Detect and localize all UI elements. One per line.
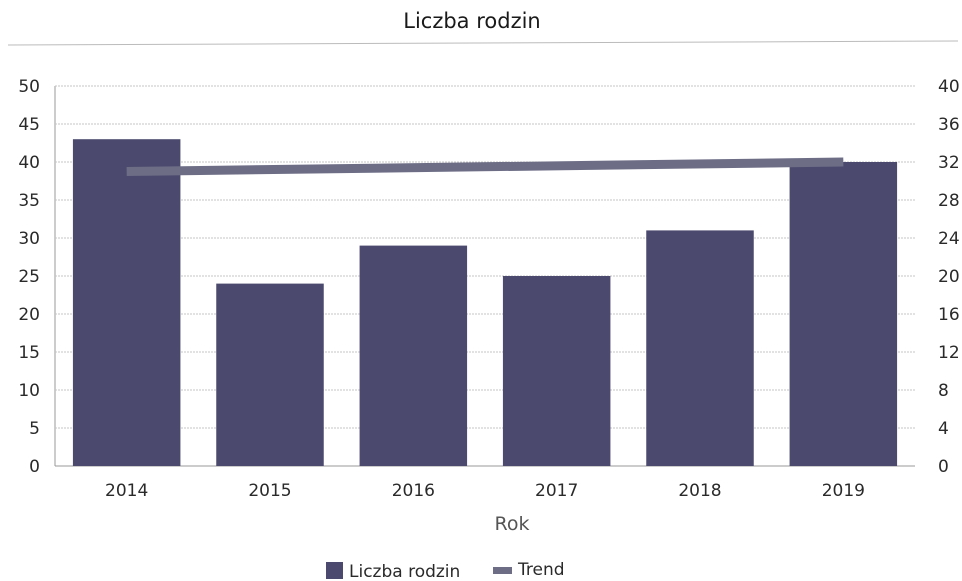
x-tick-label: 2017 (535, 481, 578, 501)
y-tick-label: 50 (18, 77, 40, 97)
legend-swatch-bars (326, 562, 343, 579)
bar (359, 245, 468, 466)
y-tick-label: 35 (18, 191, 40, 211)
y2-tick-label: 0 (938, 457, 949, 477)
title-divider (7, 40, 959, 46)
y-tick-label: 0 (29, 457, 40, 477)
y-tick-label: 5 (29, 419, 40, 439)
y-tick-label: 25 (18, 267, 40, 287)
y2-tick-label: 28 (938, 191, 960, 211)
y2-tick-label: 4 (938, 419, 949, 439)
trend-line (126, 157, 844, 176)
bar (502, 276, 611, 466)
bar (72, 139, 181, 466)
y-tick-label: 30 (18, 229, 40, 249)
y-tick-label: 20 (18, 305, 40, 325)
y2-tick-label: 36 (938, 115, 960, 135)
y2-tick-label: 16 (938, 305, 960, 325)
x-tick-label: 2018 (678, 481, 721, 501)
x-axis-ticks: 2014 2015 2016 2017 2018 2019 (105, 481, 865, 501)
legend-label-trend: Trend (517, 560, 565, 580)
y-tick-label: 10 (18, 381, 40, 401)
y2-tick-label: 20 (938, 267, 960, 287)
y2-tick-label: 8 (938, 381, 949, 401)
bar (789, 162, 898, 466)
x-axis-label: Rok (495, 513, 530, 535)
bar-series (72, 139, 898, 466)
chart-title: Liczba rodzin (403, 9, 541, 33)
y2-tick-label: 40 (938, 77, 960, 97)
legend-label-bars: Liczba rodzin (349, 562, 460, 581)
y-tick-label: 45 (18, 115, 40, 135)
y2-tick-label: 24 (938, 229, 960, 249)
y2-axis-ticks: 0 4 8 12 16 20 24 28 32 36 40 (938, 77, 960, 477)
x-tick-label: 2019 (822, 481, 865, 501)
y-tick-label: 40 (18, 153, 40, 173)
trend-series (126, 157, 844, 176)
y2-tick-label: 12 (938, 343, 960, 363)
bar (216, 283, 324, 466)
gridlines (54, 85, 915, 467)
legend-swatch-trend (493, 567, 512, 574)
x-tick-label: 2015 (248, 481, 291, 501)
y2-tick-label: 32 (938, 153, 960, 173)
legend: Liczba rodzin Trend (326, 560, 565, 581)
x-tick-label: 2016 (392, 481, 435, 501)
y-axis-ticks: 0 5 10 15 20 25 30 35 40 45 50 (18, 77, 40, 477)
x-tick-label: 2014 (105, 481, 148, 501)
bar (646, 230, 754, 466)
y-tick-label: 15 (18, 343, 40, 363)
